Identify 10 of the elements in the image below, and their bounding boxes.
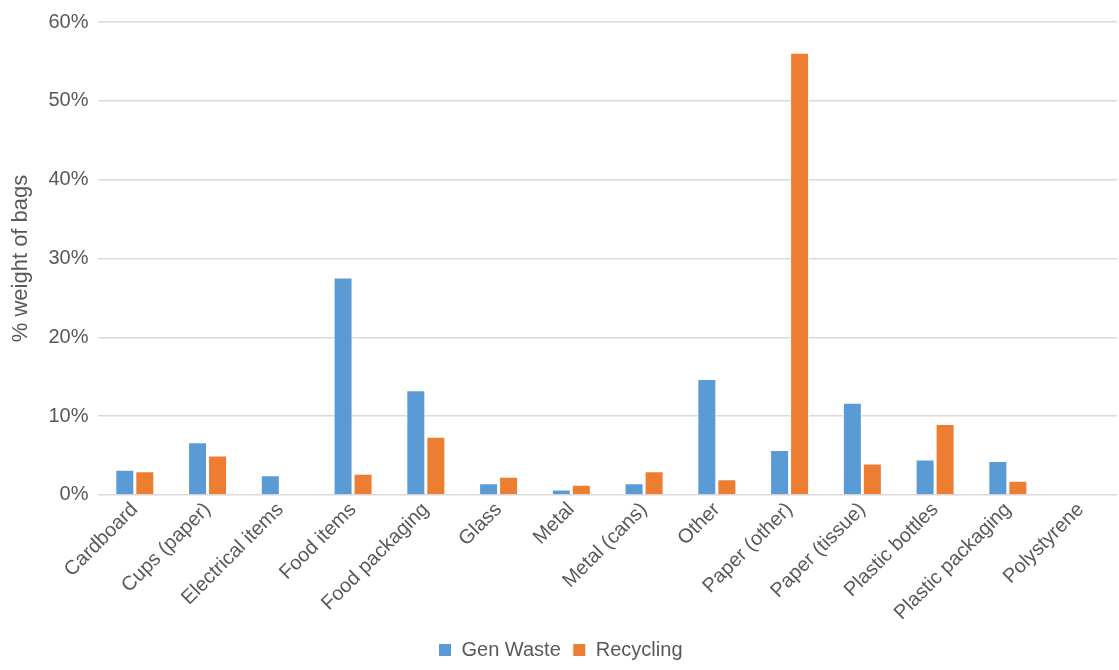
y-axis-title: % weight of bags: [7, 174, 33, 343]
y-tick-label: 30%: [48, 246, 89, 268]
y-tick-label: 60%: [48, 9, 89, 32]
y-tick-label: 40%: [48, 167, 89, 190]
y-tick-label: 10%: [48, 403, 89, 426]
y-tick-label: 50%: [48, 88, 89, 111]
y-tick-label: 20%: [48, 324, 89, 347]
y-tick-label: 0%: [59, 482, 89, 505]
legend-label: Recycling: [595, 637, 683, 660]
legend-label: Gen Waste: [461, 637, 561, 660]
